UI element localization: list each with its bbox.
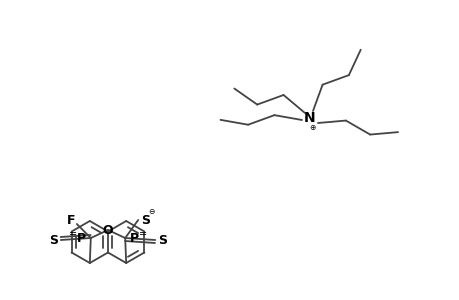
Text: S: S (157, 235, 166, 248)
Text: P: P (77, 232, 86, 245)
Text: P: P (129, 232, 139, 245)
Text: S: S (140, 214, 149, 226)
Text: ⊕: ⊕ (308, 122, 314, 131)
Text: O: O (102, 224, 113, 236)
Text: F: F (67, 214, 75, 226)
Text: ⊖: ⊖ (148, 208, 154, 217)
Text: =: = (139, 229, 147, 239)
Text: N: N (303, 111, 315, 125)
Text: S: S (49, 235, 58, 248)
Text: =: = (68, 229, 77, 239)
